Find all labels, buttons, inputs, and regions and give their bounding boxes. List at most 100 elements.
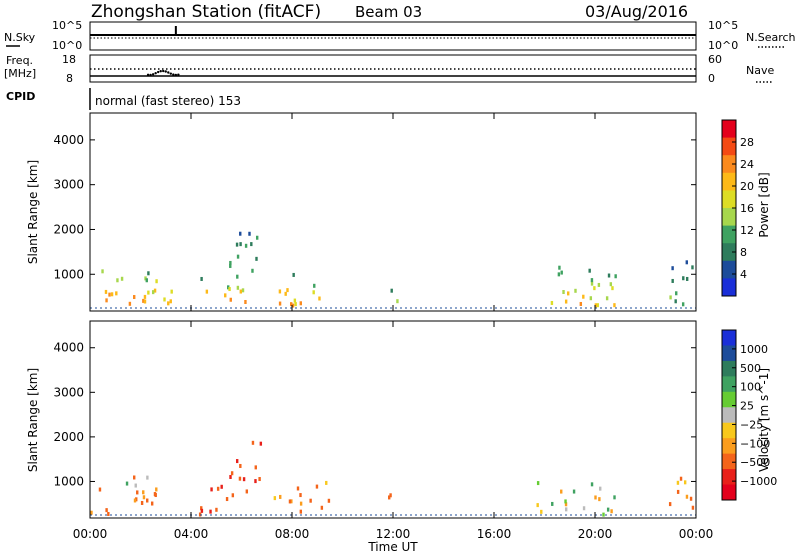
power-colorbar-swatch: [722, 172, 736, 191]
velocity-cell: [142, 490, 145, 495]
velocity-cell: [216, 486, 220, 491]
power-ytick-label: 2000: [53, 222, 84, 236]
freq-dip-point: [174, 73, 178, 77]
velocity-cell: [551, 501, 554, 506]
velocity-cell: [231, 493, 235, 498]
velocity-cell: [242, 477, 246, 482]
power-cell: [244, 299, 247, 304]
cpid-panel: CPID normal (fast stereo) 153: [6, 88, 241, 110]
velocity-cell: [389, 493, 392, 498]
power-cell: [294, 302, 297, 307]
velocity-cell: [296, 486, 300, 491]
velocity-cell: [290, 499, 293, 504]
station-title: Zhongshan Station (fitACF): [91, 2, 321, 22]
power-cell: [596, 303, 599, 308]
velocity-colorbar-swatch: [722, 453, 736, 470]
power-cell: [669, 295, 672, 300]
power-colorbar-tick-label: 20: [740, 180, 754, 193]
power-cell: [104, 289, 108, 294]
power-cell: [589, 296, 593, 301]
power-cell: [133, 295, 136, 300]
velocity-cell: [254, 465, 257, 470]
power-cell: [250, 242, 253, 247]
velocity-colorbar-tick-label: 25: [740, 400, 754, 413]
power-cell: [169, 299, 172, 304]
freq-dip-point: [149, 73, 152, 77]
power-cell: [239, 242, 242, 247]
power-cell: [248, 231, 251, 236]
velocity-colorbar: 1000 500 100 25 −25 −100 −500 −1000: [721, 329, 777, 501]
freq-dip-point: [159, 70, 162, 73]
power-cell: [110, 292, 114, 297]
nsky-right-tick-top: 10^5: [708, 19, 738, 32]
power-cell: [597, 282, 601, 287]
velocity-cell: [155, 487, 158, 492]
velocity-cell: [238, 476, 242, 481]
power-cell: [153, 288, 157, 293]
power-cell: [116, 278, 119, 283]
velocity-cell: [200, 506, 203, 511]
freq-dip-point: [169, 72, 172, 75]
velocity-cell: [273, 496, 277, 501]
power-ytick-label: 4000: [53, 133, 84, 147]
velocity-y-axis: 4000 3000 2000 1000: [53, 341, 696, 488]
velocity-colorbar-swatch: [722, 422, 736, 439]
power-cell: [255, 256, 258, 261]
power-colorbar-swatch: [722, 155, 736, 174]
velocity-cell: [560, 489, 563, 494]
velocity-cell: [689, 496, 693, 501]
power-cell: [293, 298, 297, 303]
power-cell: [229, 263, 232, 268]
velocity-cell: [610, 509, 613, 514]
nsearch-label: N.Search: [746, 31, 796, 44]
velocity-ytick-label: 4000: [53, 341, 84, 355]
power-cell: [145, 278, 148, 283]
velocity-cell: [590, 482, 594, 487]
nsky-left-tick-bottom: 10^0: [52, 39, 82, 52]
nsky-label: N.Sky: [4, 31, 36, 44]
velocity-cell: [564, 502, 568, 507]
power-cell: [236, 285, 240, 290]
velocity-colorbar-swatch: [722, 345, 736, 362]
velocity-cell: [668, 502, 672, 507]
velocity-cell: [154, 493, 157, 498]
power-colorbar-tick-label: 4: [740, 268, 747, 281]
velocity-cell: [685, 494, 689, 499]
power-cell: [291, 303, 295, 308]
power-cell: [142, 298, 145, 303]
power-cell: [128, 301, 132, 306]
power-colorbar-swatch: [722, 278, 736, 297]
freq-right-tick-top: 60: [708, 53, 722, 66]
power-cell: [170, 289, 173, 294]
freq-dip-point: [156, 70, 160, 74]
nave-label: Nave: [746, 64, 774, 77]
power-cell: [590, 281, 594, 286]
power-cell: [675, 291, 678, 296]
power-colorbar-swatch: [722, 243, 736, 262]
freq-panel: Freq. [MHz] 18 8 60 0 Nave: [4, 53, 774, 85]
power-cell: [671, 278, 674, 283]
velocity-cell: [259, 441, 263, 446]
power-colorbar-tick-label: 8: [740, 246, 747, 259]
power-cell: [115, 291, 118, 296]
power-cell: [147, 271, 150, 276]
velocity-cell: [235, 459, 239, 464]
velocity-cell: [325, 480, 328, 485]
nsky-right-tick-bottom: 10^0: [708, 39, 738, 52]
power-cell: [312, 290, 315, 295]
velocity-colorbar-label: Velocity [m s^-1]: [757, 368, 771, 472]
freq-label-line2: [MHz]: [4, 67, 36, 80]
velocity-colorbar-swatch: [722, 469, 736, 486]
power-cell: [318, 296, 321, 301]
velocity-cell: [676, 480, 680, 485]
velocity-cell: [572, 489, 576, 494]
velocity-cell: [133, 475, 136, 480]
velocity-colorbar-swatch: [722, 391, 736, 408]
power-cell: [313, 283, 316, 288]
power-cell: [151, 290, 155, 295]
xtick-label: 20:00: [578, 527, 613, 541]
freq-dip-point: [172, 73, 175, 76]
velocity-ytick-label: 2000: [53, 430, 84, 444]
beam-title: Beam 03: [355, 3, 422, 21]
velocity-cell: [220, 484, 223, 489]
